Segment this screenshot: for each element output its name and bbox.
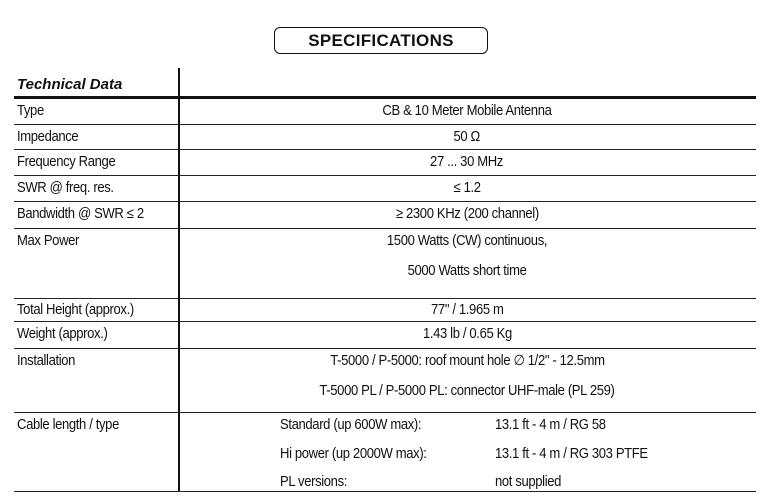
- row-label: Impedance: [17, 129, 79, 145]
- page-title: SPECIFICATIONS: [274, 27, 488, 54]
- row-value: T-5000 PL / P-5000 PL: connector UHF-mal…: [319, 383, 615, 399]
- table-row: Total Height (approx.) 77" / 1.965 m: [14, 299, 756, 322]
- row-value: 5000 Watts short time: [407, 263, 527, 279]
- row-value: ≤ 1.2: [453, 180, 481, 196]
- cable-type-value: 13.1 ft - 4 m / RG 58: [495, 417, 606, 433]
- row-value: 77" / 1.965 m: [430, 302, 504, 318]
- row-value: ≥ 2300 KHz (200 channel): [395, 206, 539, 222]
- table-header: Technical Data: [14, 68, 756, 99]
- row-label: Installation: [17, 353, 76, 369]
- table-row: Max Power 1500 Watts (CW) continuous, 50…: [14, 229, 756, 299]
- row-value: 27 ... 30 MHz: [430, 154, 504, 170]
- row-label: Total Height (approx.): [17, 302, 134, 318]
- table-row: Type CB & 10 Meter Mobile Antenna: [14, 99, 756, 125]
- table-row: Impedance 50 Ω: [14, 125, 756, 150]
- row-value: CB & 10 Meter Mobile Antenna: [382, 103, 552, 119]
- table-row: SWR @ freq. res. ≤ 1.2: [14, 176, 756, 202]
- table-row: Weight (approx.) 1.43 lb / 0.65 Kg: [14, 322, 756, 349]
- table-row-cable: Cable length / type Standard (up 600W ma…: [14, 413, 756, 492]
- row-value: 50 Ω: [453, 129, 481, 145]
- spec-table: Technical Data Type CB & 10 Meter Mobile…: [14, 68, 756, 492]
- table-row: Installation T-5000 / P-5000: roof mount…: [14, 349, 756, 413]
- column-divider: [178, 68, 180, 491]
- row-label: Max Power: [17, 233, 80, 249]
- row-value: 1.43 lb / 0.65 Kg: [422, 326, 512, 342]
- row-label: Weight (approx.): [17, 326, 108, 342]
- row-value: T-5000 / P-5000: roof mount hole ∅ 1/2" …: [329, 353, 605, 369]
- row-label: Frequency Range: [17, 154, 116, 170]
- table-row: Frequency Range 27 ... 30 MHz: [14, 150, 756, 176]
- row-label: SWR @ freq. res.: [17, 180, 114, 196]
- cable-type-name: Hi power (up 2000W max):: [280, 446, 427, 462]
- row-label: Cable length / type: [17, 417, 119, 433]
- row-value: 1500 Watts (CW) continuous,: [386, 233, 548, 249]
- cable-type-name: PL versions:: [280, 474, 348, 490]
- row-label: Type: [17, 103, 44, 119]
- cable-type-value: 13.1 ft - 4 m / RG 303 PTFE: [495, 446, 648, 462]
- row-label: Bandwidth @ SWR ≤ 2: [17, 206, 144, 222]
- header-label: Technical Data: [17, 76, 123, 93]
- cable-type-name: Standard (up 600W max):: [280, 417, 422, 433]
- table-row: Bandwidth @ SWR ≤ 2 ≥ 2300 KHz (200 chan…: [14, 202, 756, 229]
- cable-type-value: not supplied: [495, 474, 562, 490]
